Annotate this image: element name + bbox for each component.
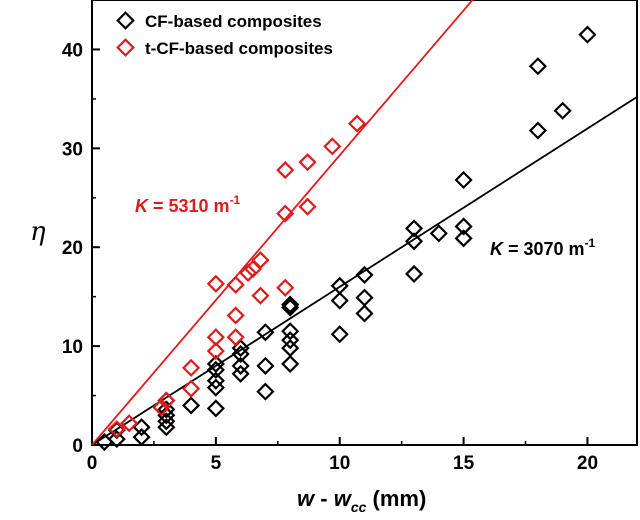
tcf-data-point [239, 263, 258, 282]
y-tick-labels: 0 10 20 30 40 [62, 40, 83, 457]
y-tick-label: 0 [72, 436, 83, 457]
cf-data-point [182, 396, 201, 415]
legend-label-cf: CF-based composites [145, 12, 322, 31]
cf-data-point [404, 232, 424, 251]
tcf-data-point [206, 328, 225, 347]
x-title-subscript: cc [351, 499, 367, 515]
cf-data-point [281, 295, 300, 314]
tcf-data-point [251, 251, 270, 270]
x-title-dash: - [314, 486, 334, 511]
cf-data-point [578, 25, 597, 44]
red-k-text: = 5310 m [148, 196, 230, 216]
data-markers [95, 25, 597, 452]
plot-frame [91, 0, 638, 446]
cf-data-point [206, 399, 225, 418]
cf-data-point [206, 371, 225, 390]
tcf-data-point [251, 286, 270, 305]
cf-data-point [404, 264, 424, 283]
legend-marker-tcf [116, 38, 135, 57]
axis-ticks [91, 48, 589, 446]
cf-data-point [355, 304, 374, 323]
tcf-data-point [276, 204, 295, 223]
cf-data-point [256, 356, 275, 375]
cf-data-point [330, 276, 349, 295]
cf-data-point [281, 339, 300, 358]
x-tick-label: 10 [329, 453, 350, 474]
black-k-symbol: K [490, 239, 505, 259]
tcf-data-point [182, 379, 201, 398]
x-title-w2: w [334, 486, 353, 511]
fit-lines [92, 0, 637, 445]
tcf-data-point [157, 391, 176, 410]
red-k-symbol: K [135, 196, 150, 216]
red-fit-annotation: K = 5310 m-1 [135, 193, 241, 216]
x-title-w: w [297, 486, 316, 511]
legend: CF-based composites t-CF-based composite… [116, 11, 333, 58]
tcf-data-point [182, 358, 201, 377]
x-axis-title: w - wcc (mm) [297, 486, 426, 515]
cf-data-point [157, 400, 176, 419]
cf-data-point [206, 354, 225, 373]
cf-data-point [429, 224, 448, 243]
tcf-data-point [107, 420, 126, 439]
red-k-sup: -1 [230, 193, 241, 207]
cf-data-point [330, 325, 349, 344]
cf-data-point [528, 121, 547, 140]
tcf-data-point [152, 398, 171, 417]
x-tick-labels: 0 5 10 15 20 [87, 453, 598, 474]
cf-data-point [231, 356, 250, 375]
tcf-data-point [276, 161, 295, 180]
cf-data-point [132, 428, 151, 447]
tcf-data-point [298, 153, 317, 172]
tcf-data-point [206, 274, 225, 293]
cf-data-point [256, 323, 275, 342]
cf-data-point [404, 219, 424, 238]
cf-data-point [355, 265, 374, 284]
cf-data-point [281, 298, 300, 317]
cf-data-point [281, 322, 300, 341]
y-tick-label: 40 [62, 40, 83, 61]
cf-data-point [281, 354, 300, 373]
cf-data-point [355, 288, 374, 307]
y-tick-label: 20 [62, 238, 83, 259]
tcf-data-point [348, 114, 367, 133]
tcf-data-point [226, 328, 245, 347]
tcf-data-point [323, 137, 342, 156]
cf-data-point [454, 229, 473, 248]
black-k-sup: -1 [585, 236, 596, 250]
cf-data-point [553, 101, 572, 120]
tcf-data-point [206, 341, 225, 361]
y-tick-label: 10 [62, 337, 83, 358]
x-tick-label: 20 [577, 453, 598, 474]
cf-data-point [231, 364, 250, 383]
cf-fit-line [92, 96, 637, 445]
cf-data-point [454, 217, 473, 236]
cf-data-point [206, 378, 225, 397]
tcf-data-point [226, 306, 245, 325]
cf-data-point [256, 382, 275, 401]
black-k-text: = 3070 m [503, 239, 585, 259]
tcf-data-point [298, 197, 317, 216]
cf-data-point [528, 57, 547, 76]
legend-label-tcf: t-CF-based composites [145, 39, 333, 58]
tcf-data-point [226, 275, 245, 294]
y-axis-title: η [30, 217, 46, 247]
x-tick-label: 5 [211, 453, 222, 474]
cf-data-point [281, 331, 300, 350]
x-tick-label: 0 [87, 453, 98, 474]
x-title-unit: (mm) [366, 486, 426, 511]
cf-data-point [330, 291, 349, 310]
y-tick-label: 30 [62, 139, 83, 160]
legend-marker-cf [116, 11, 135, 30]
x-tick-label: 15 [453, 453, 475, 474]
cf-data-point [454, 170, 473, 190]
tcf-data-point [276, 278, 295, 297]
tcf-data-point [120, 414, 139, 433]
tcf-fit-line [92, 0, 474, 445]
cf-data-point [107, 430, 126, 449]
black-fit-annotation: K = 3070 m-1 [490, 236, 596, 259]
